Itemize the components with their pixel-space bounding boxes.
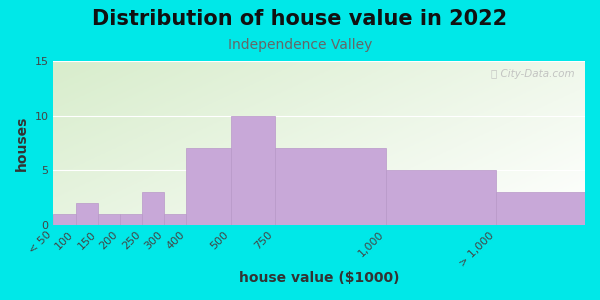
Bar — [98, 214, 120, 225]
Bar — [496, 192, 585, 225]
Bar — [53, 214, 76, 225]
X-axis label: house value ($1000): house value ($1000) — [239, 271, 400, 285]
Bar — [164, 214, 187, 225]
Bar — [76, 203, 98, 225]
Bar — [142, 192, 164, 225]
Text: ⓘ City-Data.com: ⓘ City-Data.com — [491, 69, 574, 79]
Bar — [275, 148, 386, 225]
Text: Independence Valley: Independence Valley — [228, 38, 372, 52]
Bar — [386, 170, 496, 225]
Text: Distribution of house value in 2022: Distribution of house value in 2022 — [92, 9, 508, 29]
Bar — [120, 214, 142, 225]
Y-axis label: houses: houses — [15, 115, 29, 171]
Bar — [187, 148, 230, 225]
Bar — [230, 116, 275, 225]
